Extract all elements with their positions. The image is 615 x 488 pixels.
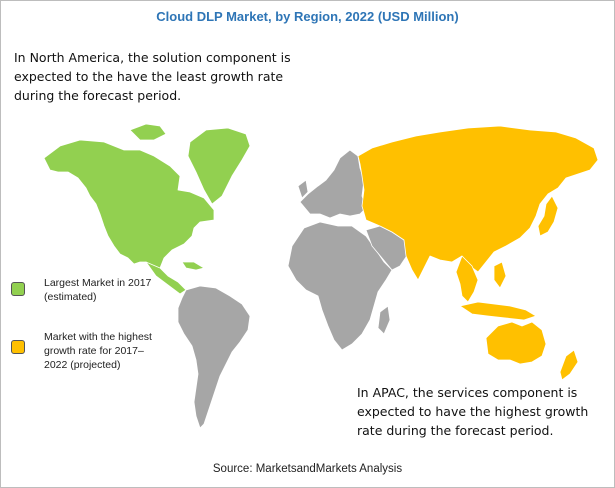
legend-label-highest-growth: Market with the highest growth rate for …: [44, 331, 152, 371]
southeast-asia-region: [455, 255, 479, 303]
indonesia-region: [459, 301, 537, 321]
greenland-region: [187, 127, 251, 205]
philippines-region: [493, 261, 507, 289]
apac-callout: In APAC, the services component is expec…: [357, 385, 589, 438]
legend-swatch-green: [11, 282, 25, 296]
arctic-islands-region: [129, 123, 167, 141]
legend-label-largest-market: Largest Market in 2017 (estimated): [44, 277, 152, 303]
uk-region: [297, 179, 309, 199]
new-zealand-region: [559, 349, 579, 381]
asia-region: [357, 125, 599, 281]
europe-region: [299, 149, 367, 219]
figure-title: Cloud DLP Market, by Region, 2022 (USD M…: [156, 9, 459, 24]
caribbean-region: [181, 261, 205, 271]
central-america-region: [145, 261, 187, 295]
japan-region: [537, 195, 559, 237]
africa-region: [287, 221, 393, 351]
source-note: Source: MarketsandMarkets Analysis: [212, 463, 403, 475]
legend-swatch-orange: [11, 340, 25, 354]
madagascar-region: [377, 305, 391, 335]
north-america-callout: In North America, the solution component…: [14, 50, 291, 103]
north-america-region: [43, 139, 215, 271]
south-america-region: [177, 285, 251, 429]
australia-region: [485, 321, 547, 365]
